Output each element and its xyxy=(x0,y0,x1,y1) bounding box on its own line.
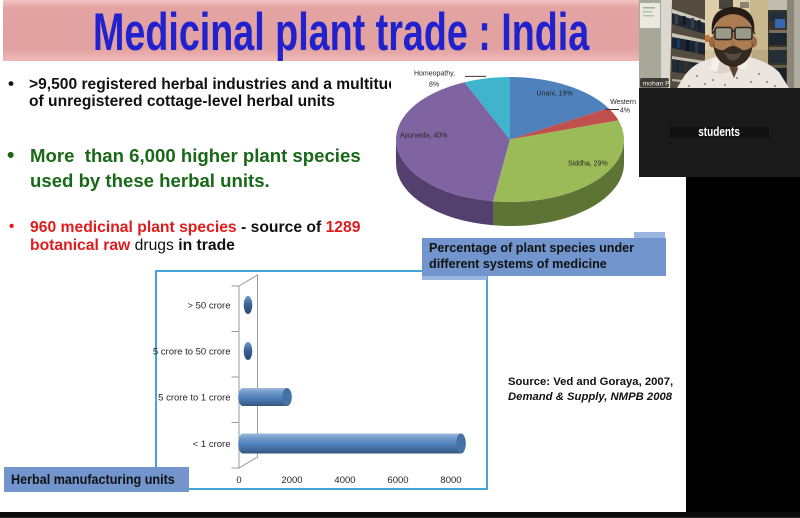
svg-text:2000: 2000 xyxy=(281,475,302,486)
svg-text:0: 0 xyxy=(236,475,241,486)
svg-text:> 50 crore: > 50 crore xyxy=(187,301,230,312)
svg-text:Ayurveda, 40%: Ayurveda, 40% xyxy=(400,133,447,140)
svg-text:Siddha, 29%: Siddha, 29% xyxy=(568,161,608,168)
svg-text:8%: 8% xyxy=(429,82,439,89)
svg-text:mohan P: mohan P xyxy=(643,81,671,88)
svg-text:Western: Western xyxy=(610,99,636,106)
svg-text:4%: 4% xyxy=(620,108,630,115)
svg-text:6000: 6000 xyxy=(387,475,408,486)
svg-text:Homeopathy,: Homeopathy, xyxy=(414,71,455,78)
svg-text:5 crore to 1 crore: 5 crore to 1 crore xyxy=(158,393,230,404)
svg-text:< 1 crore: < 1 crore xyxy=(193,439,231,450)
svg-text:4000: 4000 xyxy=(334,475,355,486)
svg-text:8000: 8000 xyxy=(440,475,461,486)
svg-text:5 crore to 50 crore: 5 crore to 50 crore xyxy=(153,347,231,358)
svg-text:Unani, 19%: Unani, 19% xyxy=(537,91,573,98)
